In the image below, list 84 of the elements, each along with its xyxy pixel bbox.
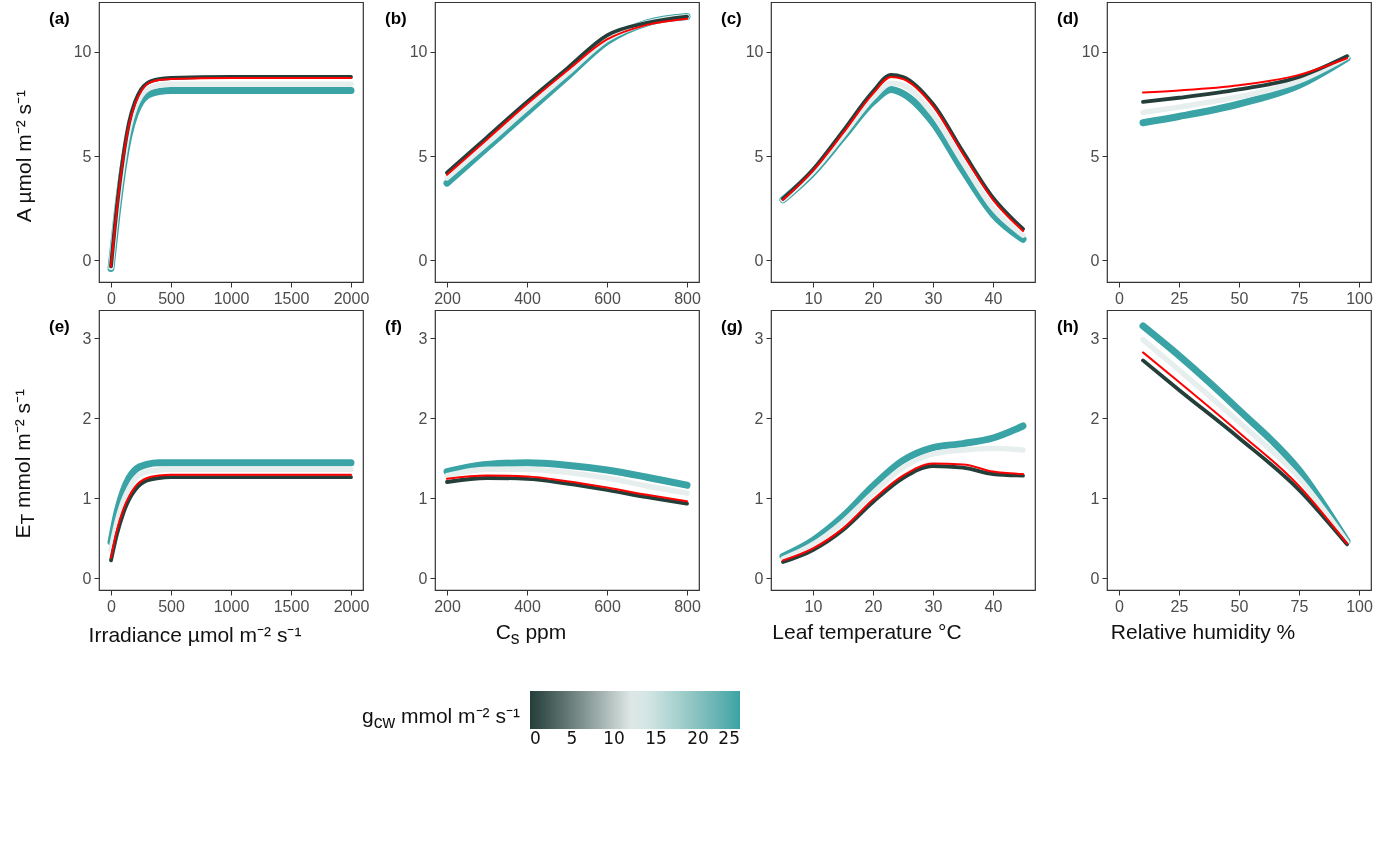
y-tick-label: 0 [82,569,92,587]
color-bar-label: 10 [603,728,625,749]
x-tick-label: 600 [594,597,621,615]
y-tick-label: 0 [418,251,428,269]
y-tick-label: 5 [82,147,92,165]
x-axis-title: C$_{s}$ ppm [494,619,568,650]
y-tick-label: 3 [82,329,92,347]
y-tick-label: 5 [1090,147,1100,165]
y-axis-title: A µmol m⁻² s⁻¹ [11,89,36,223]
x-tick-label: 600 [594,289,621,307]
x-tick-label: 1500 [273,289,310,307]
chart-title: (f) [385,317,402,336]
x-tick-label: 10 [804,289,823,307]
x-tick-label: 25 [1170,597,1189,615]
x-axis-title: Leaf temperature °C [771,619,963,645]
x-tick-label: 200 [434,289,461,307]
x-tick-label: 2000 [333,597,370,615]
y-tick-label: 3 [754,329,764,347]
y-tick-label: 10 [409,43,428,61]
y-tick-label: 1 [1090,489,1100,507]
y-tick-label: 10 [73,43,92,61]
x-tick-label: 0 [107,289,117,307]
x-tick-label: 20 [864,597,883,615]
y-tick-label: 5 [418,147,428,165]
x-tick-label: 400 [514,289,541,307]
x-tick-label: 500 [158,289,185,307]
x-tick-label: 800 [674,289,701,307]
x-tick-label: 400 [514,597,541,615]
x-tick-label: 75 [1290,289,1309,307]
color-bar-label: 20 [687,728,709,749]
x-tick-label: 40 [984,597,1003,615]
x-tick-label: 75 [1290,597,1309,615]
x-tick-label: 100 [1346,289,1373,307]
y-tick-label: 2 [418,409,428,427]
x-tick-label: 50 [1230,597,1249,615]
y-tick-label: 10 [745,43,764,61]
chart-title: (h) [1057,317,1079,336]
chart-title: (e) [49,317,70,336]
x-tick-label: 200 [434,597,461,615]
x-tick-label: 0 [107,597,117,615]
y-tick-label: 1 [754,489,764,507]
x-tick-label: 1000 [213,597,250,615]
y-tick-label: 1 [82,489,92,507]
x-tick-label: 500 [158,597,185,615]
color-bar-label: 15 [645,728,667,749]
y-tick-label: 5 [754,147,764,165]
y-tick-label: 2 [82,409,92,427]
chart-title: (d) [1057,9,1079,28]
y-tick-label: 10 [1081,43,1100,61]
chart-title: (c) [721,9,742,28]
y-tick-label: 2 [754,409,764,427]
y-tick-label: 3 [1090,329,1100,347]
y-tick-label: 0 [754,251,764,269]
x-tick-label: 40 [984,289,1003,307]
y-tick-label: 0 [1090,569,1100,587]
x-axis-title: Irradiance µmol m⁻² s⁻¹ [87,622,303,648]
x-tick-label: 800 [674,597,701,615]
chart-title: (g) [721,317,743,336]
x-tick-label: 10 [804,597,823,615]
chart-title: (b) [385,9,407,28]
x-tick-label: 25 [1170,289,1189,307]
x-tick-label: 30 [924,597,943,615]
x-tick-label: 100 [1346,597,1373,615]
x-tick-label: 50 [1230,289,1249,307]
y-tick-label: 0 [1090,251,1100,269]
x-tick-label: 0 [1115,289,1125,307]
x-axis-title: Relative humidity % [1109,619,1297,645]
x-tick-label: 1000 [213,289,250,307]
color-bar-label: 25 [718,728,740,749]
x-tick-label: 30 [924,289,943,307]
y-tick-label: 0 [418,569,428,587]
color-bar-label: 0 [529,728,541,749]
y-tick-label: 0 [82,251,92,269]
y-tick-label: 3 [418,329,428,347]
x-tick-label: 2000 [333,289,370,307]
y-tick-label: 0 [754,569,764,587]
x-tick-label: 20 [864,289,883,307]
x-tick-label: 1500 [273,597,310,615]
y-tick-label: 1 [418,489,428,507]
chart-title: (a) [49,9,70,28]
color-bar-title: g$_{cw}$ mmol m⁻² s⁻¹ [362,703,520,734]
x-tick-label: 0 [1115,597,1125,615]
y-tick-label: 2 [1090,409,1100,427]
color-bar-label: 5 [566,728,578,749]
